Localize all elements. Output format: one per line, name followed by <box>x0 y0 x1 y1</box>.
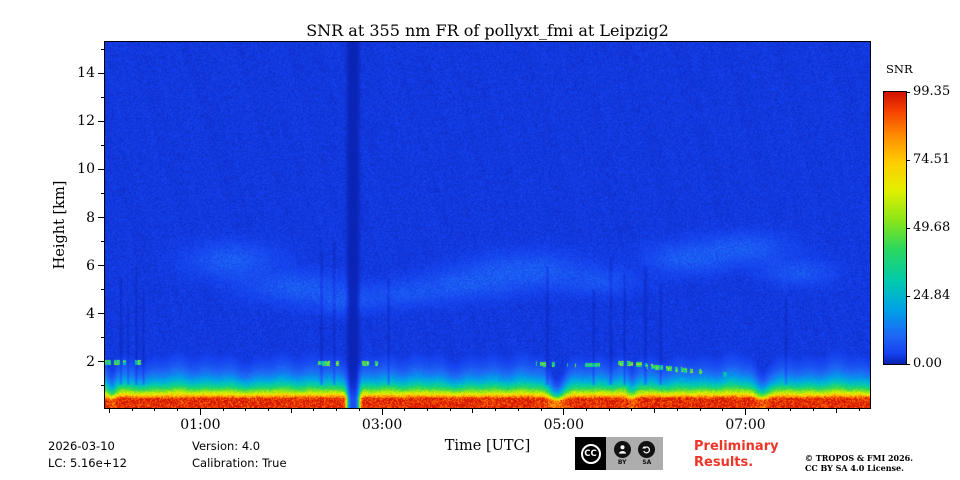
x-minor-tick <box>790 408 792 411</box>
x-tick-label: 05:00 <box>543 417 584 433</box>
x-tick-label: 07:00 <box>725 417 766 433</box>
colorbar-canvas <box>884 92 906 364</box>
x-minor-tick <box>109 408 111 413</box>
y-tick-label: 6 <box>86 257 95 274</box>
y-major-tick <box>98 168 105 170</box>
x-minor-tick <box>517 408 519 411</box>
cc-badge-right: BY SA <box>606 437 663 470</box>
x-minor-tick <box>358 408 360 411</box>
x-major-tick <box>563 408 565 415</box>
version-label: Version: 4.0 <box>192 439 261 453</box>
y-tick-label: 8 <box>86 209 95 226</box>
y-major-tick <box>98 361 105 363</box>
x-minor-tick <box>131 408 133 411</box>
colorbar-label: SNR <box>886 62 913 76</box>
measurement-date: 2026-03-10 <box>48 439 115 453</box>
colorbar-tick-label: 99.35 <box>913 84 951 99</box>
sa-arrow-icon <box>638 441 656 458</box>
by-person-icon <box>613 441 631 458</box>
y-major-tick <box>98 265 105 267</box>
x-tick-label: 01:00 <box>180 417 221 433</box>
colorbar-tick <box>906 91 910 93</box>
y-minor-tick <box>101 48 105 50</box>
x-minor-tick <box>313 408 315 411</box>
x-minor-tick <box>245 408 247 411</box>
colorbar-tick-label: 74.51 <box>913 152 951 167</box>
y-major-tick <box>98 72 105 74</box>
cc-logo-text: CC <box>580 443 601 464</box>
x-minor-tick <box>449 408 451 411</box>
colorbar-tick <box>906 227 910 229</box>
plot-title: SNR at 355 nm FR of pollyxt_fmi at Leipz… <box>306 21 669 40</box>
x-minor-tick <box>608 408 610 411</box>
by-label: BY <box>617 459 627 466</box>
y-minor-tick <box>101 289 105 291</box>
x-minor-tick <box>767 408 769 411</box>
x-minor-tick <box>835 408 837 413</box>
footer-version-block: Version: 4.0 Calibration: True <box>192 438 287 472</box>
x-minor-tick <box>722 408 724 411</box>
calibration-label: Calibration: True <box>192 456 287 470</box>
cc-by-sa-badge: CC BY SA <box>575 437 663 470</box>
x-minor-tick <box>222 408 224 411</box>
colorbar-tick <box>906 159 910 161</box>
x-minor-tick <box>177 408 179 411</box>
x-minor-tick <box>472 408 474 413</box>
footer-date-block: 2026-03-10 LC: 5.16e+12 <box>48 438 127 472</box>
x-minor-tick <box>631 408 633 411</box>
y-tick-label: 14 <box>77 65 95 82</box>
y-major-tick <box>98 217 105 219</box>
x-major-tick <box>199 408 201 415</box>
y-minor-tick <box>101 385 105 387</box>
x-minor-tick <box>336 408 338 411</box>
x-minor-tick <box>654 408 656 413</box>
x-minor-tick <box>676 408 678 411</box>
colorbar-tick <box>906 295 910 297</box>
heatmap-canvas <box>105 42 870 408</box>
y-major-tick <box>98 120 105 122</box>
y-tick-label: 10 <box>77 161 95 178</box>
cc-icon: CC <box>575 437 606 470</box>
cc-by-column: BY <box>613 441 631 466</box>
sa-label: SA <box>642 459 652 466</box>
x-minor-tick <box>699 408 701 411</box>
x-minor-tick <box>268 408 270 411</box>
x-major-tick <box>745 408 747 415</box>
colorbar-tick-label: 0.00 <box>913 356 942 371</box>
preliminary-results-label: Preliminary Results. <box>694 439 779 470</box>
x-minor-tick <box>858 408 860 411</box>
y-tick-label: 2 <box>86 353 95 370</box>
colorbar-tick <box>906 363 910 365</box>
x-minor-tick <box>540 408 542 411</box>
colorbar-tick-label: 49.68 <box>913 220 951 235</box>
x-minor-tick <box>154 408 156 411</box>
y-minor-tick <box>101 241 105 243</box>
cc-sa-column: SA <box>638 441 656 466</box>
x-minor-tick <box>404 408 406 411</box>
x-minor-tick <box>495 408 497 411</box>
x-major-tick <box>381 408 383 415</box>
x-minor-tick <box>427 408 429 411</box>
colorbar-tick-label: 24.84 <box>913 288 951 303</box>
x-axis-label: Time [UTC] <box>444 438 531 454</box>
x-minor-tick <box>586 408 588 411</box>
lidar-constant: LC: 5.16e+12 <box>48 456 127 470</box>
y-minor-tick <box>101 144 105 146</box>
y-tick-label: 4 <box>86 305 95 322</box>
y-minor-tick <box>101 337 105 339</box>
y-minor-tick <box>101 96 105 98</box>
copyright-label: © TROPOS & FMI 2026. CC BY SA 4.0 Licens… <box>805 453 914 473</box>
x-minor-tick <box>290 408 292 413</box>
x-minor-tick <box>813 408 815 411</box>
y-minor-tick <box>101 192 105 194</box>
x-tick-label: 03:00 <box>361 417 403 433</box>
y-major-tick <box>98 313 105 315</box>
y-tick-label: 12 <box>77 113 95 130</box>
